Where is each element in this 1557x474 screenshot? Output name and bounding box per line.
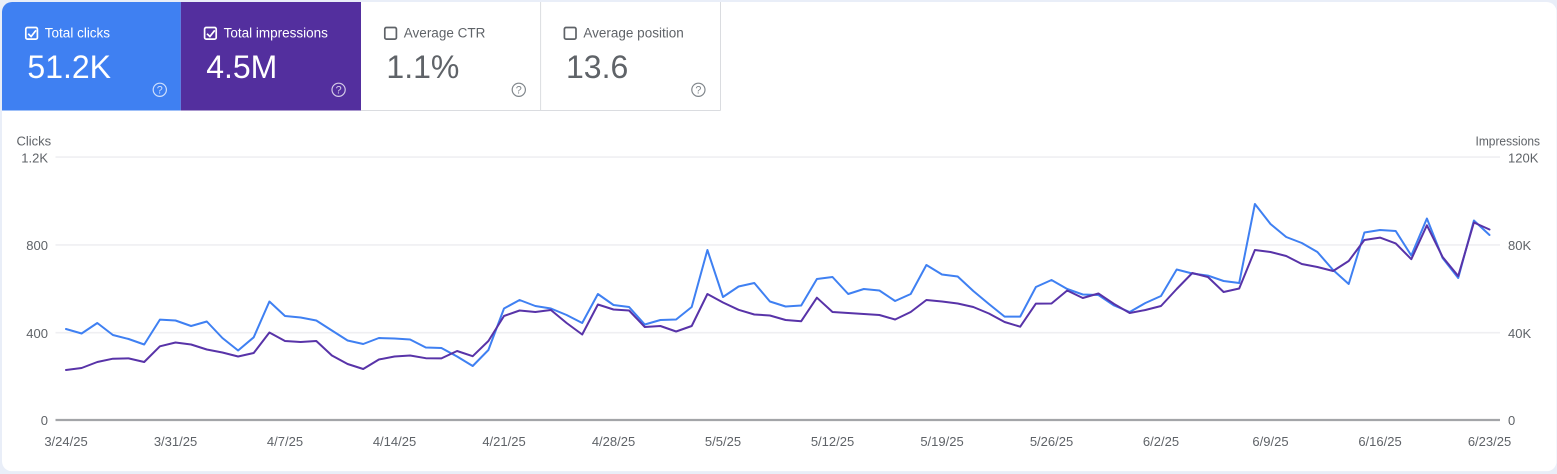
- svg-text:51.2K: 51.2K: [27, 49, 111, 85]
- svg-text:4/28/25: 4/28/25: [592, 434, 635, 449]
- svg-text:3/24/25: 3/24/25: [44, 434, 87, 449]
- svg-text:6/9/25: 6/9/25: [1252, 434, 1288, 449]
- svg-text:5/26/25: 5/26/25: [1030, 434, 1073, 449]
- svg-text:4/14/25: 4/14/25: [373, 434, 416, 449]
- svg-text:5/5/25: 5/5/25: [705, 434, 741, 449]
- svg-text:0: 0: [1508, 413, 1515, 428]
- svg-text:?: ?: [695, 85, 701, 97]
- svg-text:Average position: Average position: [583, 26, 683, 41]
- svg-text:5/12/25: 5/12/25: [811, 434, 854, 449]
- svg-text:Average CTR: Average CTR: [404, 26, 486, 41]
- svg-text:?: ?: [516, 85, 522, 97]
- svg-text:Total clicks: Total clicks: [45, 26, 111, 41]
- svg-text:800: 800: [26, 238, 48, 253]
- svg-text:13.6: 13.6: [566, 49, 628, 85]
- svg-text:Impressions: Impressions: [1476, 134, 1541, 149]
- svg-text:1.2K: 1.2K: [21, 150, 48, 165]
- svg-text:6/2/25: 6/2/25: [1143, 434, 1179, 449]
- svg-text:1.1%: 1.1%: [386, 49, 459, 85]
- svg-text:3/31/25: 3/31/25: [154, 434, 197, 449]
- svg-text:400: 400: [26, 326, 48, 341]
- svg-text:Clicks: Clicks: [17, 134, 52, 149]
- svg-text:?: ?: [336, 85, 342, 97]
- svg-text:6/16/25: 6/16/25: [1358, 434, 1401, 449]
- svg-text:40K: 40K: [1508, 326, 1531, 341]
- svg-text:0: 0: [41, 413, 48, 428]
- svg-text:4/7/25: 4/7/25: [267, 434, 303, 449]
- svg-text:4.5M: 4.5M: [206, 49, 277, 85]
- svg-text:80K: 80K: [1508, 238, 1531, 253]
- svg-text:5/19/25: 5/19/25: [920, 434, 963, 449]
- svg-text:120K: 120K: [1508, 150, 1539, 165]
- svg-text:4/21/25: 4/21/25: [482, 434, 525, 449]
- svg-text:Total impressions: Total impressions: [224, 26, 329, 41]
- svg-text:?: ?: [157, 85, 163, 97]
- svg-text:6/23/25: 6/23/25: [1468, 434, 1511, 449]
